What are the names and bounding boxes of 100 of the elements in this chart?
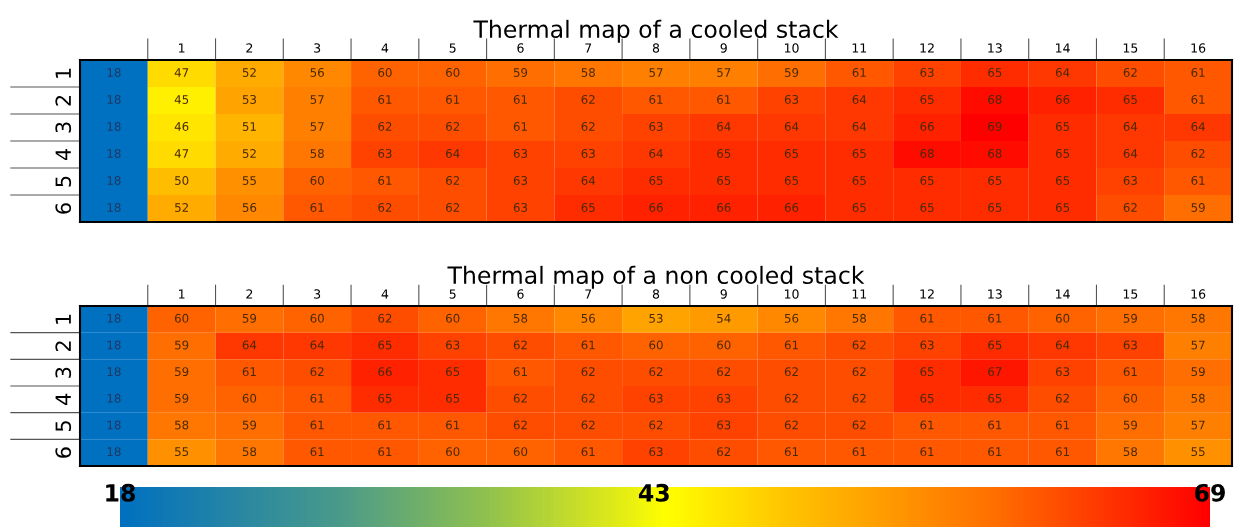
data-label: 58	[581, 68, 595, 77]
data-label: 62	[852, 393, 866, 403]
data-label: 63	[581, 149, 595, 158]
data-label: 63	[649, 122, 663, 131]
data-label: 63	[378, 149, 392, 158]
data-label: 63	[649, 447, 663, 457]
data-label: 50	[175, 176, 189, 185]
data-label: 61	[1055, 447, 1070, 457]
data-label: 68	[988, 95, 1002, 104]
x-tick-label: 3	[314, 289, 321, 299]
data-label: 65	[378, 393, 392, 403]
data-label: 62	[649, 367, 663, 377]
data-label: 63	[920, 68, 934, 77]
x-tick-label: 9	[720, 43, 727, 53]
data-label: 65	[988, 203, 1002, 212]
data-label: 61	[784, 447, 798, 457]
y-tick-label: 1	[55, 314, 71, 324]
y-tick-label: 6	[55, 447, 72, 458]
data-label: 65	[581, 203, 595, 212]
data-label: 68	[988, 149, 1002, 158]
x-tick-label: 7	[585, 289, 592, 299]
x-tick-label: 15	[1123, 43, 1138, 53]
data-label: 58	[175, 420, 189, 430]
data-label: 61	[581, 340, 595, 350]
x-tick-label: 8	[652, 43, 660, 53]
data-label: 18	[107, 95, 121, 104]
data-label: 61	[378, 447, 392, 457]
data-label: 65	[649, 176, 663, 185]
y-tick-label: 4	[55, 149, 71, 161]
y-tick-label: 5	[55, 421, 72, 432]
data-label: 57	[1191, 420, 1205, 430]
x-tick-label: 15	[1123, 289, 1138, 299]
data-label: 62	[784, 367, 798, 377]
data-label: 64	[581, 176, 596, 185]
data-label: 61	[920, 313, 934, 323]
data-label: 61	[378, 420, 392, 430]
data-label: 65	[988, 340, 1002, 350]
data-label: 66	[378, 367, 392, 377]
data-label: 62	[513, 393, 527, 403]
data-label: 65	[784, 176, 799, 185]
data-label: 62	[852, 367, 866, 377]
y-tick-label: 3	[55, 367, 72, 378]
data-label: 65	[1055, 122, 1070, 131]
data-label: 18	[107, 313, 121, 323]
data-label: 61	[920, 420, 934, 430]
data-label: 62	[310, 367, 324, 377]
data-label: 47	[174, 68, 189, 77]
data-label: 65	[1123, 95, 1137, 104]
data-label: 64	[649, 149, 663, 158]
color-bar-label: 69	[1195, 483, 1225, 502]
data-label: 62	[581, 420, 595, 430]
data-label: 61	[446, 420, 460, 430]
data-label: 53	[242, 95, 256, 104]
data-label: 62	[378, 313, 392, 323]
data-label: 65	[988, 393, 1002, 403]
data-label: 63	[513, 149, 528, 158]
data-label: 62	[581, 122, 595, 131]
data-label: 58	[242, 447, 257, 457]
data-label: 65	[988, 68, 1002, 77]
data-label: 66	[920, 122, 934, 131]
data-label: 66	[717, 203, 731, 212]
data-label: 63	[1123, 176, 1137, 185]
data-label: 55	[175, 447, 189, 457]
data-label: 62	[581, 393, 595, 403]
data-label: 59	[1191, 203, 1205, 212]
data-label: 64	[310, 340, 325, 350]
data-label: 65	[446, 367, 460, 377]
data-label: 61	[717, 95, 731, 104]
data-label: 62	[581, 95, 595, 104]
data-label: 60	[1123, 393, 1138, 403]
x-tick-label: 2	[246, 43, 253, 53]
y-tick-label: 4	[55, 393, 71, 405]
x-tick-label: 6	[517, 43, 524, 53]
data-label: 62	[378, 203, 392, 212]
data-label: 63	[717, 393, 731, 403]
data-label: 62	[1055, 393, 1069, 403]
data-label: 60	[446, 447, 460, 457]
data-label: 18	[107, 367, 121, 377]
data-label: 60	[513, 447, 528, 457]
data-label: 61	[513, 95, 527, 104]
data-label: 63	[784, 95, 799, 104]
data-label: 52	[175, 203, 188, 212]
data-label: 61	[920, 447, 934, 457]
x-tick-label: 8	[652, 289, 660, 299]
data-label: 66	[784, 203, 799, 212]
data-label: 52	[242, 149, 256, 158]
data-label: 57	[717, 68, 731, 77]
data-label: 62	[446, 203, 460, 212]
data-label: 65	[920, 393, 934, 403]
data-label: 58	[513, 313, 528, 323]
data-label: 55	[242, 176, 256, 185]
data-label: 63	[649, 393, 663, 403]
data-label: 60	[310, 313, 324, 323]
data-label: 59	[1123, 420, 1138, 430]
data-label: 60	[649, 340, 663, 350]
x-tick-label: 7	[585, 43, 592, 53]
data-label: 64	[1055, 68, 1070, 77]
data-label: 62	[852, 340, 866, 350]
data-label: 62	[446, 122, 460, 131]
data-label: 61	[1123, 367, 1137, 377]
